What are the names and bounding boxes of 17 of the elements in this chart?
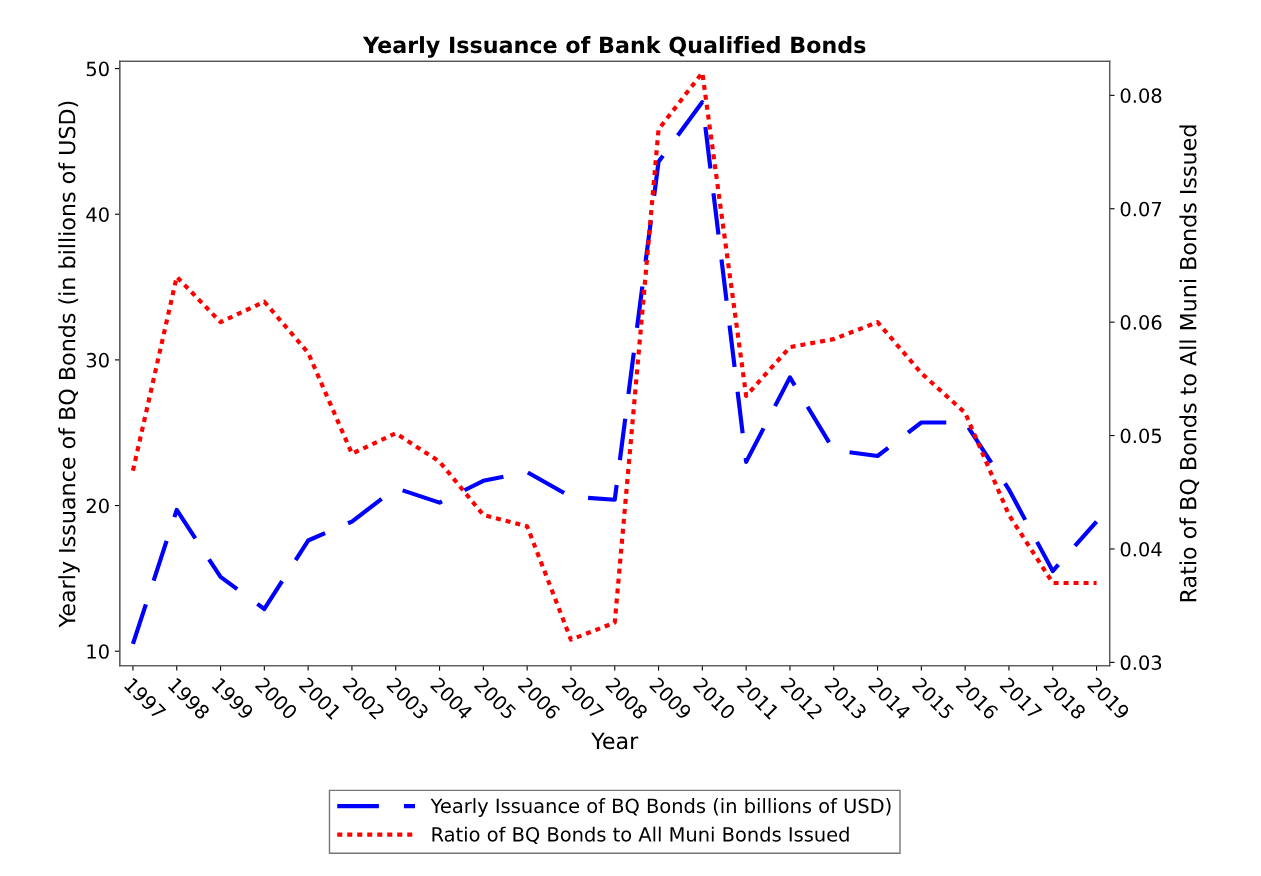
legend-label: Yearly Issuance of BQ Bonds (in billions of USD)	[430, 798, 891, 817]
y-axis-title: Yearly Issuance of BQ Bonds (in billions of USD)	[58, 101, 80, 628]
y-tick-label: 30	[86, 352, 109, 368]
x-axis-title: Year	[591, 732, 639, 750]
legend-label: Ratio of BQ Bonds to All Muni Bonds Issued	[432, 826, 849, 844]
y-tick-label: 50	[86, 61, 109, 77]
y2-tick-label: 0.04	[1120, 541, 1162, 557]
y2-tick-label: 0.08	[1120, 88, 1162, 103]
y2-axis-title: Ratio of BQ Bonds to All Muni Bonds Issued	[1179, 125, 1200, 602]
chart-title: Yearly Issuance of Bank Qualified Bonds	[362, 36, 866, 58]
y-tick-label: 10	[87, 644, 109, 659]
y2-tick-label: 0.05	[1120, 428, 1161, 444]
y-tick-label: 20	[86, 498, 109, 514]
y2-tick-label: 0.07	[1120, 201, 1162, 217]
y2-tick-label: 0.03	[1120, 655, 1162, 671]
y2-tick-label: 0.06	[1120, 315, 1162, 330]
y-tick-label: 40	[86, 207, 109, 222]
